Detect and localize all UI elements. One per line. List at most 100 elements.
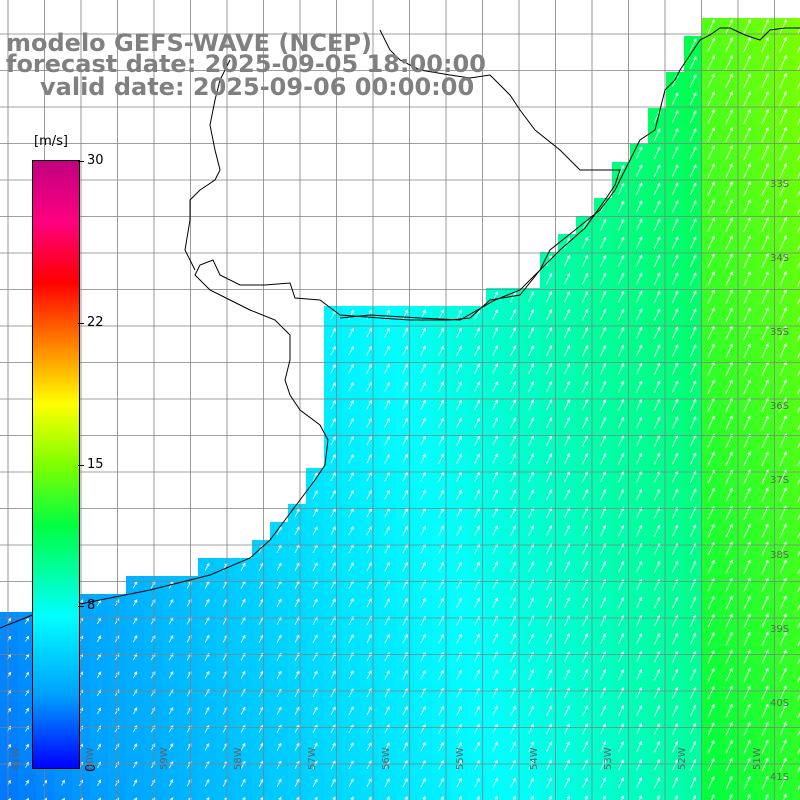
colorbar-tick-label: 22 [87, 314, 104, 330]
wind-arrow [707, 163, 715, 179]
wind-arrow [707, 487, 715, 502]
wind-arrow [671, 326, 679, 339]
wind-arrow [707, 271, 715, 286]
field-cell [792, 522, 800, 541]
wind-arrow [528, 597, 534, 609]
wind-arrow [114, 725, 120, 733]
wind-arrow [546, 687, 552, 699]
wind-arrow [618, 452, 625, 465]
wind-arrow [564, 687, 570, 699]
wind-arrow [725, 523, 733, 538]
river-plate-north-shore [339, 29, 621, 321]
wind-arrow [654, 560, 661, 573]
wind-arrow [510, 723, 516, 734]
wind-arrow [618, 723, 624, 735]
wind-arrow [258, 760, 264, 769]
wind-arrow [797, 208, 800, 215]
wind-arrow [797, 370, 800, 377]
wind-arrow [672, 650, 679, 663]
wind-arrow [743, 649, 751, 664]
wind-arrow [546, 723, 552, 734]
wind-arrow [96, 635, 102, 643]
wind-arrow [690, 596, 697, 609]
wind-arrow [671, 416, 679, 429]
wind-arrow [366, 742, 372, 752]
wind-arrow [743, 775, 751, 790]
wind-arrow [366, 489, 372, 500]
wind-arrow [653, 272, 661, 285]
wind-arrow [204, 616, 210, 625]
wind-arrow [330, 760, 336, 770]
wind-arrow [671, 308, 679, 321]
wind-arrow [492, 741, 498, 752]
wind-arrow [348, 417, 354, 428]
wind-arrow [564, 399, 571, 411]
wind-arrow [510, 453, 516, 465]
wind-arrow [743, 91, 751, 107]
wind-arrow [582, 561, 588, 573]
wind-arrow [528, 741, 534, 752]
wind-arrow [492, 345, 498, 357]
wind-arrow [779, 451, 787, 467]
wind-arrow [402, 489, 408, 500]
wind-arrow [761, 721, 769, 736]
wind-arrow [312, 526, 318, 536]
wind-arrow [743, 199, 751, 215]
wind-arrow [653, 380, 661, 393]
field-cell [792, 540, 800, 559]
wind-arrow [743, 235, 751, 251]
wind-arrow [474, 669, 480, 680]
field-cell [792, 126, 800, 145]
wind-arrow [797, 784, 800, 790]
wind-arrow [474, 453, 480, 464]
wind-arrow [330, 634, 336, 644]
wind-arrow [707, 289, 715, 304]
field-cell [306, 792, 325, 800]
wind-arrow [294, 760, 300, 769]
wind-arrow [564, 723, 570, 735]
wind-arrow [636, 632, 643, 645]
colorbar-tick-label: 15 [87, 456, 104, 472]
field-cell [378, 792, 397, 800]
wind-arrow [348, 399, 354, 410]
wind-arrow [474, 561, 480, 572]
wind-arrow [654, 777, 661, 789]
wind-arrow [204, 634, 210, 643]
wind-arrow [761, 703, 769, 718]
wind-arrow [132, 779, 138, 787]
wind-arrow [707, 757, 715, 772]
wind-arrow [672, 758, 679, 771]
wind-arrow [582, 489, 589, 501]
wind-arrow [168, 707, 174, 715]
wind-arrow [671, 218, 679, 232]
wind-arrow [564, 561, 570, 573]
wind-arrow [348, 598, 354, 608]
wind-arrow [779, 307, 787, 323]
wind-arrow [707, 127, 715, 143]
wind-arrow [618, 669, 624, 681]
wind-arrow [402, 345, 408, 356]
wind-arrow [689, 182, 697, 196]
wind-arrow [779, 18, 787, 35]
wind-arrow [689, 254, 697, 268]
wind-arrow [671, 92, 679, 106]
wind-arrow [761, 163, 769, 179]
field-cell [792, 648, 800, 667]
field-cell [450, 792, 469, 800]
wind-arrow [474, 417, 480, 428]
wind-arrow [456, 399, 462, 410]
wind-arrow [636, 723, 643, 735]
wind-arrow [797, 352, 800, 359]
wind-arrow [636, 470, 643, 483]
field-cell [792, 756, 800, 775]
wind-arrow [707, 145, 715, 161]
wind-arrow [384, 489, 390, 500]
wind-arrow [672, 596, 679, 609]
wind-arrow [797, 262, 800, 269]
wind-arrow [707, 307, 715, 322]
wind-arrow [474, 687, 480, 698]
field-cell [774, 792, 793, 800]
wind-arrow [420, 363, 426, 374]
wind-arrow [528, 417, 534, 429]
wind-arrow [725, 649, 733, 664]
